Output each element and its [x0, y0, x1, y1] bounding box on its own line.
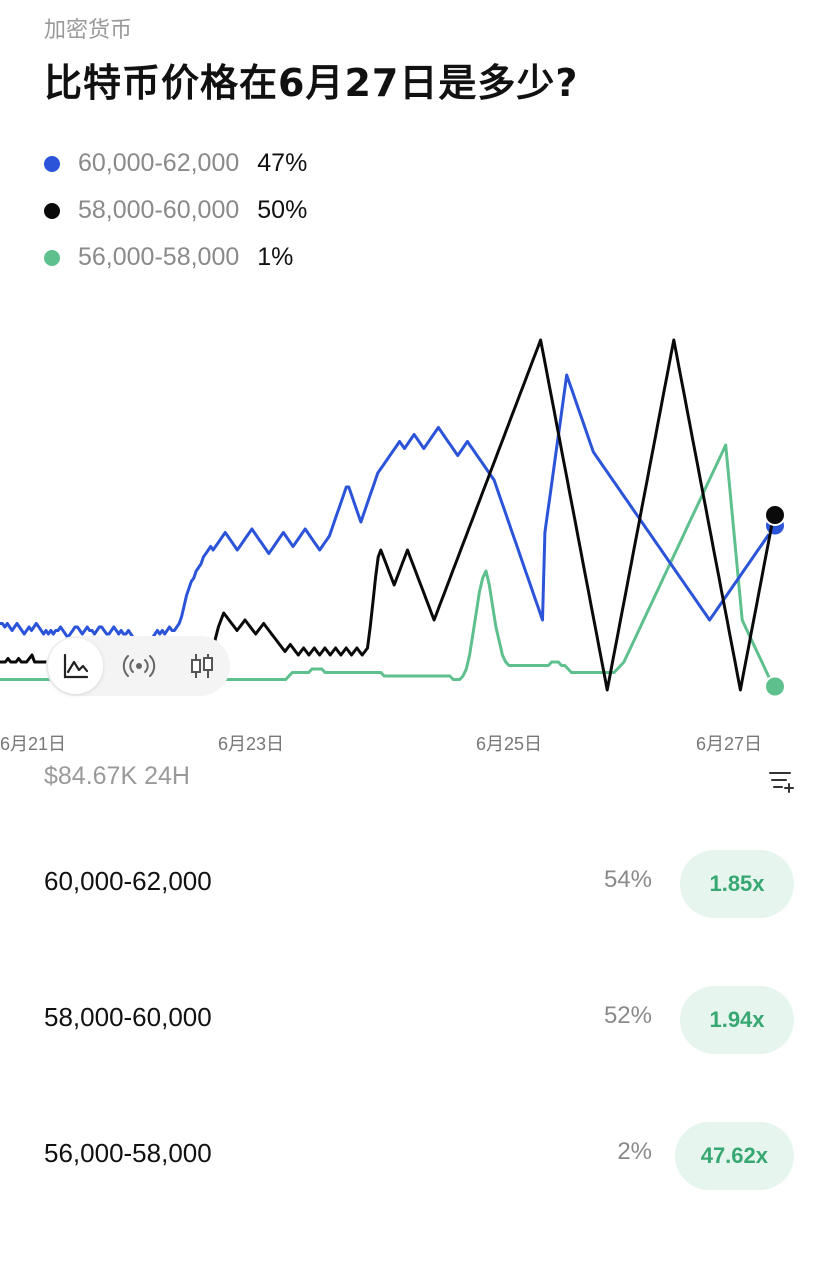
outcome-multiplier-button[interactable]: 1.94x	[680, 986, 794, 1054]
outcome-label: 58,000-60,000	[44, 1002, 212, 1032]
series-endpoint-2	[764, 675, 786, 698]
series-endpoint-1	[764, 504, 786, 526]
legend-item: 60,000-62,000 47%	[44, 140, 307, 187]
legend-percent: 1%	[257, 243, 294, 271]
legend-percent: 47%	[257, 149, 308, 177]
x-tick-label: 6月25日	[476, 734, 543, 754]
outcome-multiplier-button[interactable]: 1.85x	[680, 850, 794, 918]
price-chart[interactable]	[0, 300, 828, 770]
outcome-label: 60,000-62,000	[44, 866, 212, 896]
page-title: 比特币价格在6月27日是多少?	[44, 61, 579, 105]
x-tick-label: 6月23日	[218, 734, 285, 754]
live-broadcast-icon	[122, 655, 156, 677]
legend-dot-green	[44, 249, 60, 266]
chart-legend: 60,000-62,000 47% 58,000-60,000 50% 56,0…	[44, 140, 307, 281]
legend-range: 58,000-60,000	[78, 196, 240, 224]
volume-24h: $84.67K 24H	[44, 762, 190, 790]
legend-item: 56,000-58,000 1%	[44, 234, 307, 281]
outcome-row[interactable]: 60,000-62,000 54% 1.85x	[0, 844, 828, 924]
chart-type-toolbar	[46, 636, 230, 696]
candlestick-icon	[191, 654, 214, 678]
legend-item: 58,000-60,000 50%	[44, 187, 307, 234]
outcome-percent: 52%	[603, 1002, 652, 1029]
candlestick-button[interactable]	[175, 638, 230, 694]
legend-range: 56,000-58,000	[78, 243, 240, 271]
line-chart-icon	[63, 653, 88, 679]
outcome-percent: 2%	[617, 1138, 652, 1165]
series-line-0	[0, 373, 777, 653]
outcome-label: 56,000-58,000	[44, 1138, 212, 1168]
x-axis-labels: 6月21日 6月23日 6月25日 6月27日	[0, 730, 828, 760]
outcome-row[interactable]: 56,000-58,000 2% 47.62x	[0, 1116, 828, 1196]
legend-dot-black	[44, 202, 60, 219]
outcome-row[interactable]: 58,000-60,000 52% 1.94x	[0, 980, 828, 1060]
price-chart-svg	[0, 338, 786, 698]
filter-add-icon[interactable]	[766, 766, 796, 796]
live-button[interactable]	[111, 638, 166, 694]
line-chart-button[interactable]	[48, 638, 104, 694]
outcome-percent: 54%	[603, 866, 652, 893]
legend-range: 60,000-62,000	[78, 149, 240, 177]
category-label: 加密货币	[44, 18, 133, 43]
legend-dot-blue	[44, 155, 60, 172]
legend-percent: 50%	[257, 196, 308, 224]
outcome-multiplier-button[interactable]: 47.62x	[674, 1122, 794, 1190]
x-tick-label: 6月27日	[696, 734, 763, 754]
x-tick-label: 6月21日	[0, 734, 67, 754]
